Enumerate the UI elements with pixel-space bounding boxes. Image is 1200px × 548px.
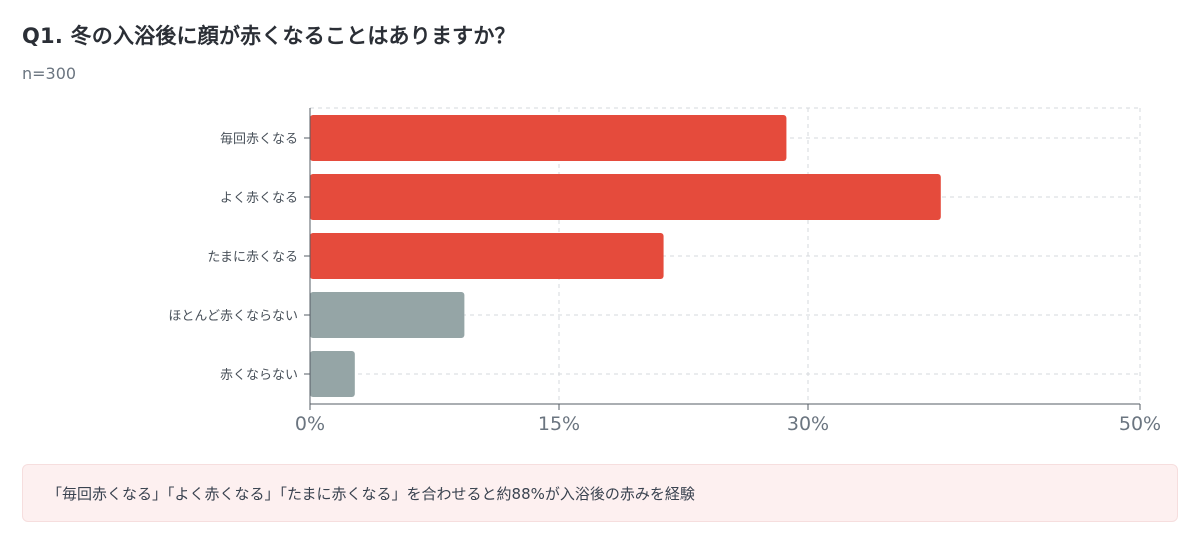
category-label: よく赤くなる — [220, 191, 298, 206]
category-label: ほとんど赤くならない — [168, 309, 298, 324]
chart-title: Q1. 冬の入浴後に顔が赤くなることはありますか？ — [22, 24, 516, 48]
category-label: たまに赤くなる — [207, 250, 298, 265]
bar — [310, 233, 664, 279]
summary-note-text: 「毎回赤くなる」「よく赤くなる」「たまに赤くなる」を合わせると約88%が入浴後の… — [47, 484, 695, 503]
bar — [310, 115, 787, 161]
x-tick-label: 30% — [787, 413, 829, 435]
sample-size: n=300 — [22, 64, 77, 83]
category-label: 毎回赤くなる — [220, 131, 298, 147]
x-tick-label: 15% — [538, 413, 580, 435]
bar — [310, 351, 355, 397]
summary-note: 「毎回赤くなる」「よく赤くなる」「たまに赤くなる」を合わせると約88%が入浴後の… — [22, 464, 1178, 522]
bar — [310, 174, 941, 220]
bar — [310, 292, 465, 338]
category-label: 赤くならない — [220, 368, 298, 383]
x-tick-label: 50% — [1119, 413, 1161, 435]
x-tick-label: 0% — [295, 413, 325, 435]
